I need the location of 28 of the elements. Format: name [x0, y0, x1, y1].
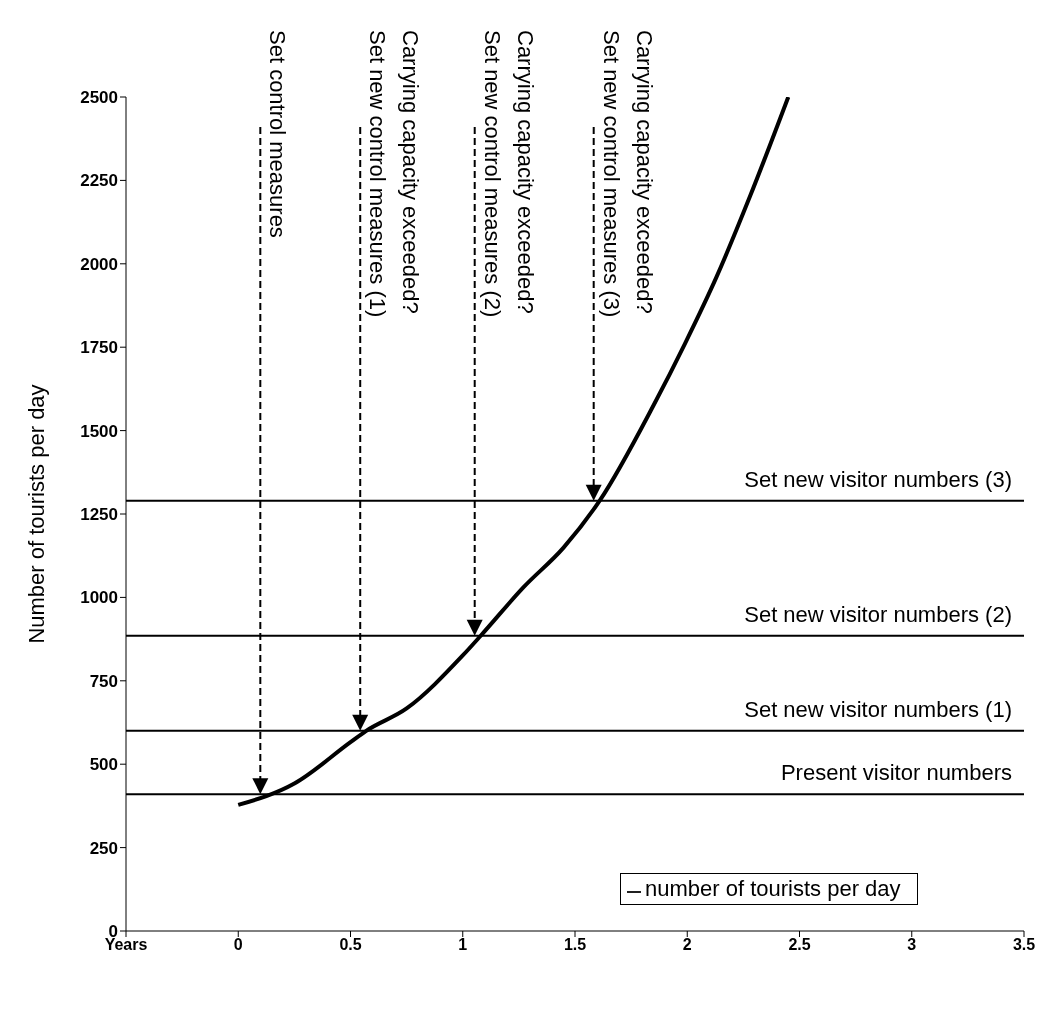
ref-line-label: Set new visitor numbers (3): [744, 466, 1012, 492]
x-tick-label: 3: [907, 936, 917, 954]
y-tick-label: 1750: [80, 338, 118, 358]
x-tick-label: 0: [233, 936, 243, 954]
x-tick-label: 0.5: [339, 936, 362, 954]
y-tick-label: 250: [89, 838, 118, 858]
ref-line-label: Set new visitor numbers (2): [744, 601, 1012, 627]
y-tick-label: 1500: [80, 421, 118, 441]
legend-label: number of tourists per day: [645, 876, 901, 901]
x-tick-label: 1.5: [563, 936, 587, 954]
y-tick-label: 2250: [80, 171, 118, 191]
y-tick-label: 1000: [80, 588, 118, 608]
x-tick-label: 2.5: [788, 936, 811, 954]
annotation: Carrying capacity exceeded? Set new control measures (2): [479, 30, 538, 318]
ref-line-label: Present visitor numbers: [780, 760, 1012, 786]
y-tick-label: 750: [89, 671, 118, 691]
annotation: Carrying capacity exceeded? Set new control measures (3): [598, 30, 657, 318]
y-tick-label: 1250: [80, 505, 118, 525]
x-tick-label: 1: [458, 936, 468, 954]
x-tick-label: 2: [682, 936, 692, 954]
x-tick-label: 3.5: [1012, 936, 1036, 954]
ref-line-label: Set new visitor numbers (1): [744, 696, 1012, 722]
annotation: Carrying capacity exceeded? Set new control measures (1): [365, 30, 424, 318]
y-axis-title: Number of tourists per day: [23, 384, 49, 644]
annotation: Set control measures: [265, 30, 291, 238]
y-tick-label: 500: [89, 755, 118, 775]
y-tick-label: 2000: [80, 254, 118, 274]
y-tick-label: 2500: [80, 88, 118, 108]
